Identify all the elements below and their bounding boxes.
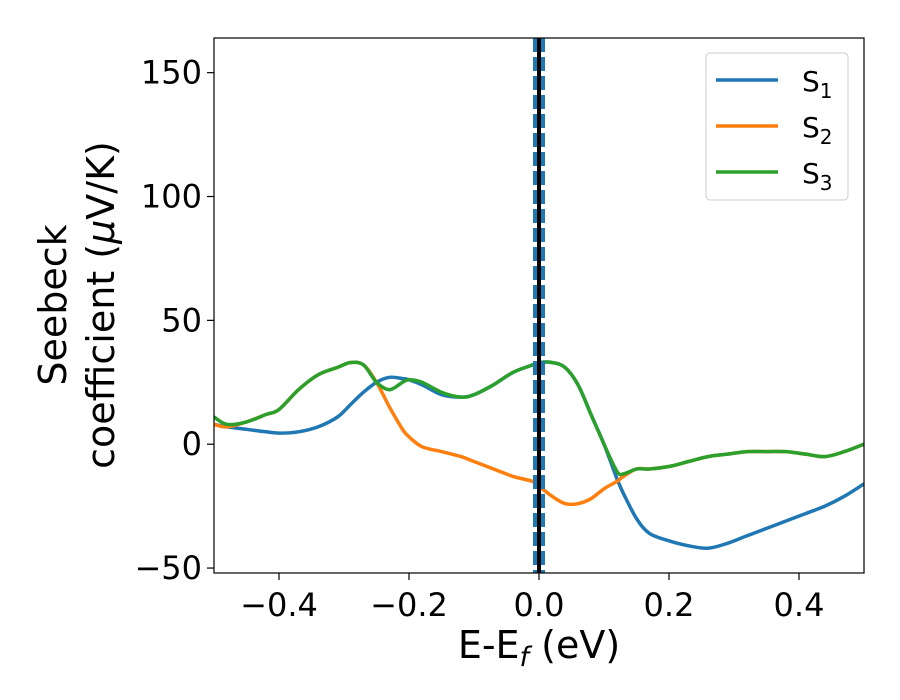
y-tick-label: 50 [161, 301, 202, 339]
y-tick-label: 150 [141, 54, 202, 92]
y-axis-label: Seebeck coefficient (μV/K) [31, 141, 123, 469]
x-axis-label: E-Ef (eV) [458, 623, 620, 673]
x-tick-label: 0.0 [514, 586, 565, 624]
x-tick-label: 0.4 [774, 586, 825, 624]
x-tick-label: 0.2 [644, 586, 695, 624]
legend-label-s3: S3 [802, 157, 833, 195]
legend-label-s2: S2 [802, 111, 833, 149]
y-tick-label: −50 [134, 549, 202, 587]
x-tick-label: −0.4 [240, 586, 318, 624]
y-axis-ticks: −50 0 50 100 150 [134, 54, 214, 587]
y-axis-label-line1: Seebeck [31, 224, 75, 385]
legend: S1 S2 S3 [705, 52, 849, 201]
x-axis-ticks: −0.4 −0.2 0.0 0.2 0.4 [240, 573, 824, 624]
y-axis-label-line2: coefficient (μV/K) [79, 141, 123, 469]
y-tick-label: 100 [141, 178, 202, 216]
x-tick-label: −0.2 [370, 586, 448, 624]
legend-label-s1: S1 [802, 65, 833, 103]
y-tick-label: 0 [182, 425, 202, 463]
